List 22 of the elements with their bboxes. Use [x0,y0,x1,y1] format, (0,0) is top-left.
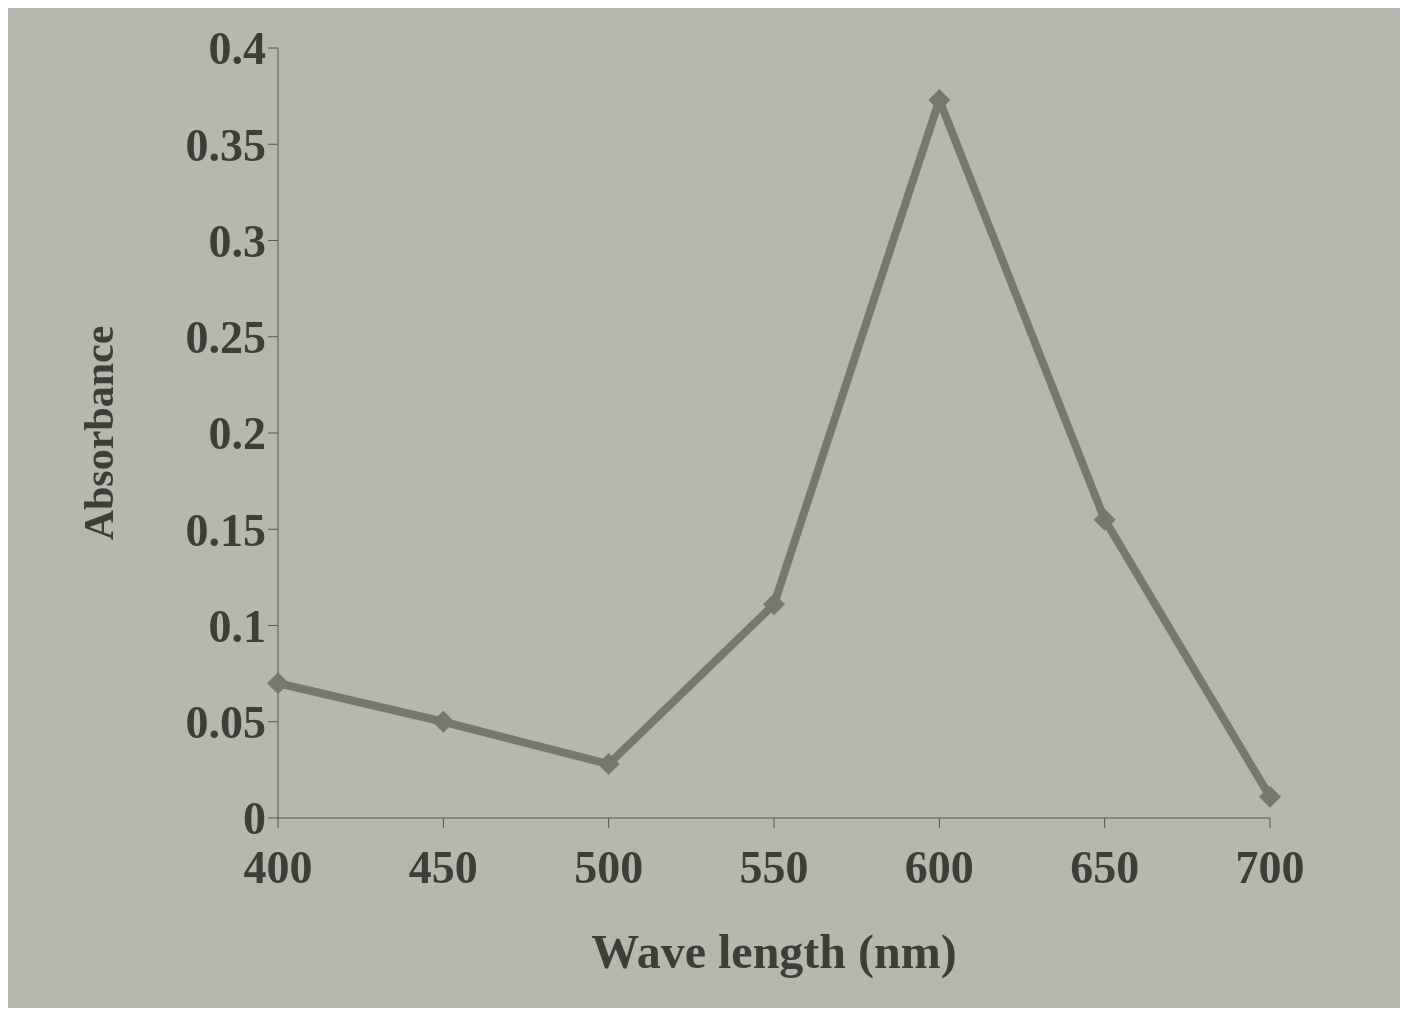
x-tick-label: 700 [1235,841,1305,893]
x-axis-title: Wave length (nm) [591,925,957,979]
y-tick-label: 0.2 [208,408,266,460]
point [597,753,620,776]
x-tick-label: 450 [408,841,478,893]
y-tick-label: 0.1 [208,600,266,652]
y-tick-label: 0.3 [208,215,266,267]
x-tick-label: 500 [574,841,644,893]
y-tick-label: 0.15 [185,504,266,556]
y-tick-label: 0.4 [208,23,266,75]
y-tick-label: 0.25 [185,312,266,364]
point [1093,508,1116,531]
point [267,672,289,695]
point [763,593,785,616]
y-axis-title: Absorbance [75,325,122,541]
x-tick-label: 600 [904,841,974,893]
x-tick-label: 550 [739,841,809,893]
x-tick-label: 650 [1070,841,1140,893]
point [1259,785,1281,808]
y-tick-label: 0.05 [185,697,266,749]
point [432,710,455,733]
y-tick-label: 0.35 [185,119,266,171]
